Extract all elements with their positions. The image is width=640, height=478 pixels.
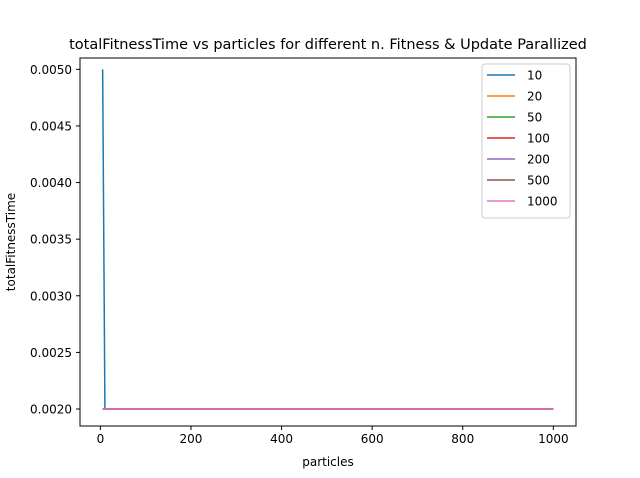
y-tick-label: 0.0045	[30, 119, 72, 133]
plot-series	[101, 69, 554, 410]
y-tick-label: 0.0030	[30, 289, 72, 303]
y-tick-label: 0.0040	[30, 176, 72, 190]
x-tick-label: 200	[180, 432, 203, 446]
x-axis: 0 200 400 600 800 1000	[97, 426, 569, 446]
legend: 10 20 50 100 200 500 1000	[481, 63, 571, 219]
x-axis-label: particles	[302, 455, 354, 469]
legend-label-10: 10	[527, 69, 542, 83]
y-axis: 0.0020 0.0025 0.0030 0.0035 0.0040 0.0045 0.00…	[30, 63, 80, 417]
y-tick-label: 0.0020	[30, 403, 72, 417]
legend-label-100: 100	[527, 132, 550, 146]
x-tick-label: 600	[361, 432, 384, 446]
legend-label-20: 20	[527, 90, 542, 104]
legend-label-500: 500	[527, 174, 550, 188]
y-tick-label: 0.0050	[30, 63, 72, 77]
y-tick-label: 0.0035	[30, 233, 72, 247]
legend-label-200: 200	[527, 153, 550, 167]
axes-frame	[79, 57, 577, 427]
x-tick-label: 800	[451, 432, 474, 446]
x-tick-label: 1000	[538, 432, 569, 446]
y-axis-label: totalFitnessTime	[4, 193, 18, 291]
x-tick-label: 0	[97, 432, 105, 446]
chart-title: totalFitnessTime vs particles for differ…	[69, 37, 587, 53]
legend-label-50: 50	[527, 111, 542, 125]
legend-label-1000: 1000	[527, 195, 558, 209]
x-tick-label: 400	[270, 432, 293, 446]
y-tick-label: 0.0025	[30, 346, 72, 360]
